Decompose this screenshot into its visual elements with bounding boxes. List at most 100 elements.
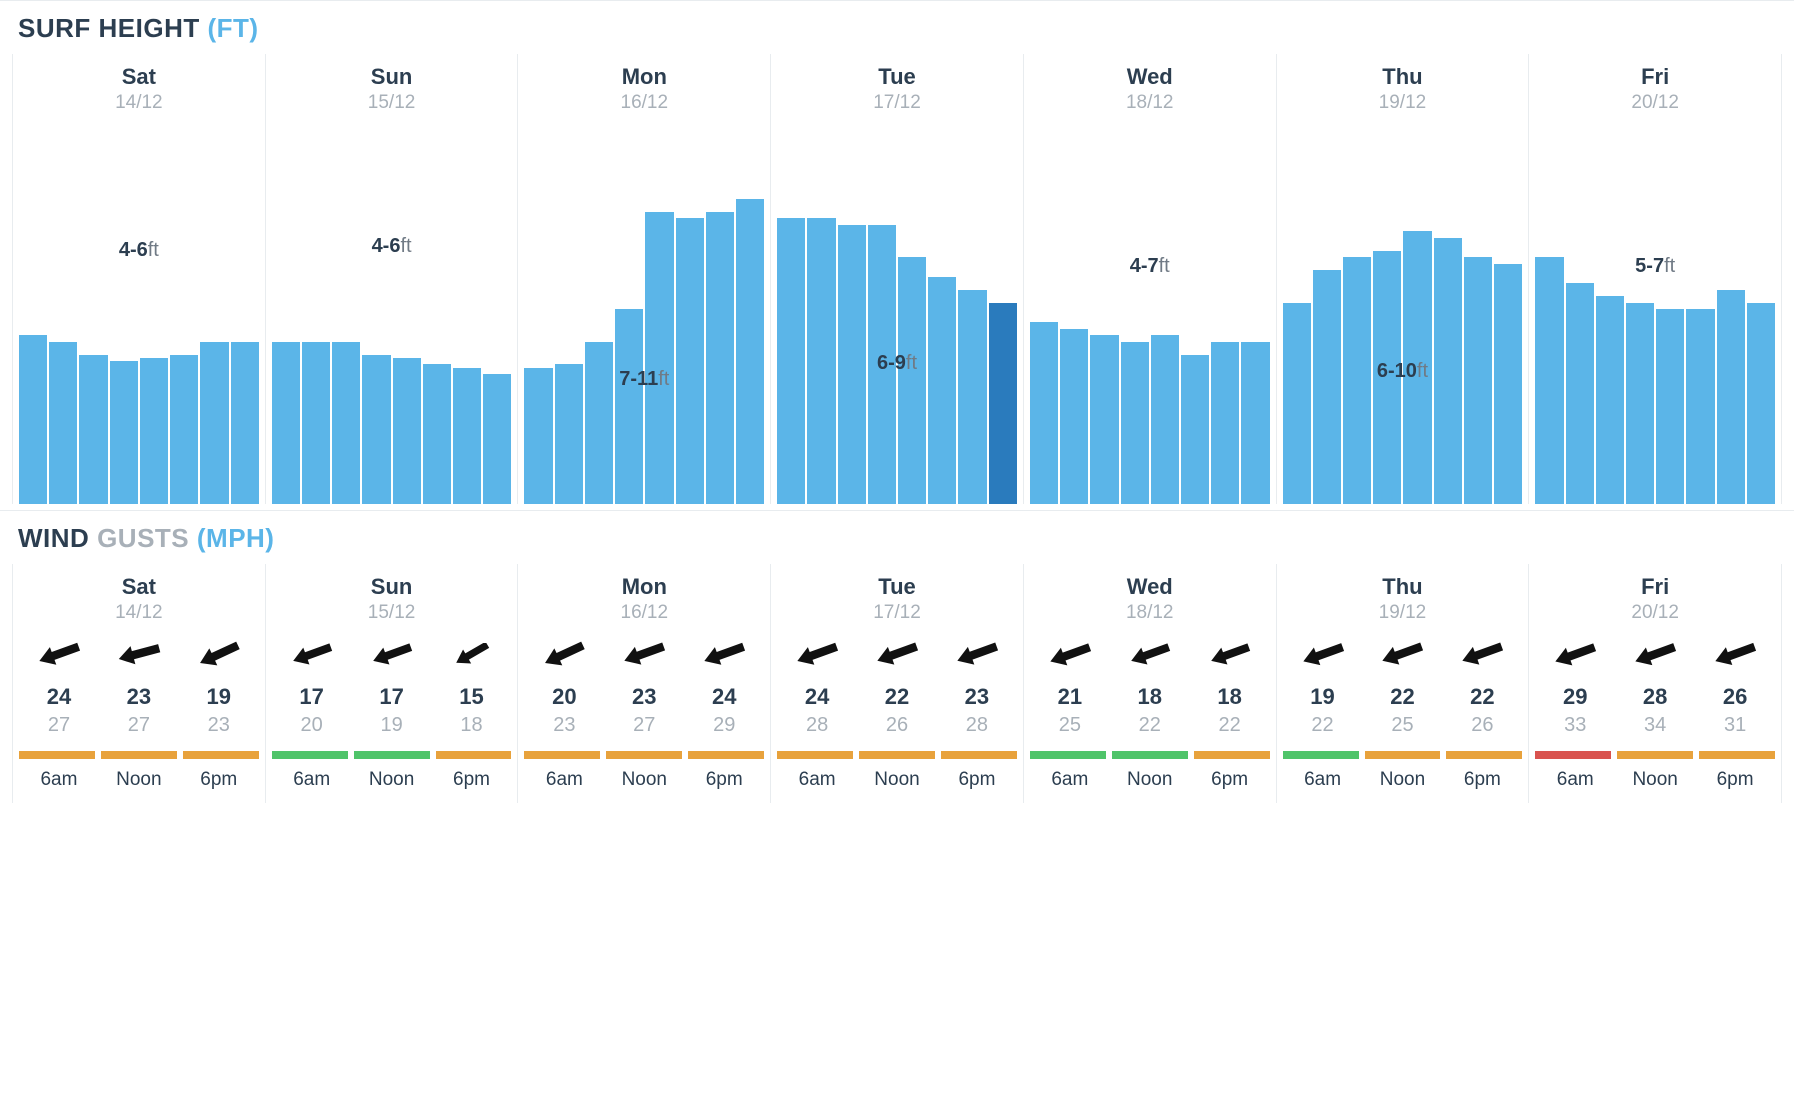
surf-bar[interactable] <box>736 199 764 505</box>
surf-bar[interactable] <box>838 225 866 504</box>
wind-cell[interactable]: 18 22 <box>1110 638 1190 737</box>
surf-bar[interactable] <box>272 342 300 505</box>
wind-cell[interactable]: 23 28 <box>937 638 1017 737</box>
surf-bar[interactable] <box>332 342 360 505</box>
surf-day-col[interactable]: Sat 14/124-6ft <box>12 54 265 504</box>
wind-day-col[interactable]: Wed 18/12 21 25 18 22 18 226amNoon6pm <box>1023 564 1276 803</box>
day-header: Sat 14/12 <box>13 54 265 114</box>
surf-bar[interactable] <box>393 358 421 504</box>
surf-bar[interactable] <box>645 212 673 505</box>
surf-bar[interactable] <box>1566 283 1594 504</box>
surf-bar[interactable] <box>1596 296 1624 504</box>
surf-bar[interactable] <box>1717 290 1745 505</box>
surf-bar[interactable] <box>1686 309 1714 504</box>
wind-cell[interactable]: 23 27 <box>604 638 684 737</box>
surf-bar[interactable] <box>1313 270 1341 504</box>
wind-cell[interactable]: 19 23 <box>179 638 259 737</box>
surf-bar[interactable] <box>585 342 613 505</box>
surf-day-col[interactable]: Wed 18/124-7ft <box>1023 54 1276 504</box>
wind-day-col[interactable]: Fri 20/12 29 33 28 34 26 316amNoon6pm <box>1528 564 1782 803</box>
surf-bar[interactable] <box>110 361 138 504</box>
wind-arrow-icon <box>1552 638 1598 670</box>
surf-bar[interactable] <box>19 335 47 504</box>
surf-day-col[interactable]: Sun 15/124-6ft <box>265 54 518 504</box>
wind-cell[interactable]: 28 34 <box>1615 638 1695 737</box>
surf-bar[interactable] <box>1464 257 1492 504</box>
surf-bar[interactable] <box>1060 329 1088 505</box>
wind-cell[interactable]: 15 18 <box>432 638 512 737</box>
surf-bar[interactable] <box>1121 342 1149 505</box>
quality-segment <box>524 751 600 759</box>
surf-bar[interactable] <box>302 342 330 505</box>
surf-day-col[interactable]: Thu 19/126-10ft <box>1276 54 1529 504</box>
wind-cell[interactable]: 24 28 <box>777 638 857 737</box>
wind-speed: 18 <box>1217 684 1241 710</box>
surf-bar[interactable] <box>231 342 259 505</box>
wind-cell[interactable]: 22 26 <box>857 638 937 737</box>
wind-arrow-icon <box>369 638 415 670</box>
wind-day-col[interactable]: Sun 15/12 17 20 17 19 15 186amNoon6pm <box>265 564 518 803</box>
surf-bar[interactable] <box>989 303 1017 505</box>
quality-segment <box>1365 751 1441 759</box>
surf-bar[interactable] <box>706 212 734 505</box>
surf-bar[interactable] <box>362 355 390 504</box>
wind-cell[interactable]: 20 23 <box>524 638 604 737</box>
wind-day-col[interactable]: Sat 14/12 24 27 23 27 19 236amNoon6pm <box>12 564 265 803</box>
surf-bar[interactable] <box>1747 303 1775 505</box>
surf-bar[interactable] <box>524 368 552 505</box>
surf-bar[interactable] <box>1283 303 1311 505</box>
wind-cell[interactable]: 19 22 <box>1283 638 1363 737</box>
wind-cell[interactable]: 22 25 <box>1363 638 1443 737</box>
surf-bar[interactable] <box>1090 335 1118 504</box>
surf-bar[interactable] <box>1434 238 1462 505</box>
surf-bar[interactable] <box>898 257 926 504</box>
surf-day-col[interactable]: Tue 17/126-9ft <box>770 54 1023 504</box>
surf-range-label: 6-10ft <box>1377 360 1428 383</box>
wind-cell[interactable]: 29 33 <box>1535 638 1615 737</box>
surf-bar[interactable] <box>676 218 704 504</box>
surf-bar[interactable] <box>1343 257 1371 504</box>
wind-day-col[interactable]: Tue 17/12 24 28 22 26 23 286amNoon6pm <box>770 564 1023 803</box>
surf-bar[interactable] <box>200 342 228 505</box>
surf-bar[interactable] <box>1030 322 1058 504</box>
surf-bar[interactable] <box>1151 335 1179 504</box>
surf-bar[interactable] <box>79 355 107 504</box>
surf-bar[interactable] <box>1494 264 1522 505</box>
surf-bar[interactable] <box>49 342 77 505</box>
wind-cell[interactable]: 21 25 <box>1030 638 1110 737</box>
surf-bar[interactable] <box>1656 309 1684 504</box>
wind-cell[interactable]: 24 29 <box>684 638 764 737</box>
wind-cell[interactable]: 22 26 <box>1442 638 1522 737</box>
wind-cell[interactable]: 18 22 <box>1190 638 1270 737</box>
surf-bar[interactable] <box>1211 342 1239 505</box>
surf-bar[interactable] <box>483 374 511 504</box>
surf-day-col[interactable]: Fri 20/125-7ft <box>1528 54 1782 504</box>
surf-bar[interactable] <box>777 218 805 504</box>
surf-bar[interactable] <box>1241 342 1269 505</box>
wind-day-col[interactable]: Thu 19/12 19 22 22 25 22 266amNoon6pm <box>1276 564 1529 803</box>
surf-bar[interactable] <box>170 355 198 504</box>
wind-cell[interactable]: 24 27 <box>19 638 99 737</box>
surf-bar[interactable] <box>928 277 956 505</box>
surf-bar[interactable] <box>1535 257 1563 504</box>
surf-bar[interactable] <box>453 368 481 505</box>
surf-bar[interactable] <box>615 309 643 504</box>
wind-cell[interactable]: 17 19 <box>352 638 432 737</box>
surf-bar[interactable] <box>807 218 835 504</box>
wind-day-col[interactable]: Mon 16/12 20 23 23 27 24 296amNoon6pm <box>517 564 770 803</box>
surf-bar[interactable] <box>140 358 168 504</box>
surf-bar[interactable] <box>423 364 451 504</box>
surf-height-title: SURF HEIGHT (FT) <box>0 0 1794 54</box>
quality-segment <box>1699 751 1775 759</box>
surf-day-col[interactable]: Mon 16/127-11ft <box>517 54 770 504</box>
day-date: 17/12 <box>771 92 1023 114</box>
wind-cell[interactable]: 26 31 <box>1695 638 1775 737</box>
wind-speed: 28 <box>1643 684 1667 710</box>
surf-bar[interactable] <box>1181 355 1209 504</box>
day-date: 20/12 <box>1529 92 1781 114</box>
wind-cell[interactable]: 23 27 <box>99 638 179 737</box>
surf-bar[interactable] <box>958 290 986 505</box>
surf-bar[interactable] <box>1626 303 1654 505</box>
wind-cell[interactable]: 17 20 <box>272 638 352 737</box>
surf-bar[interactable] <box>555 364 583 504</box>
